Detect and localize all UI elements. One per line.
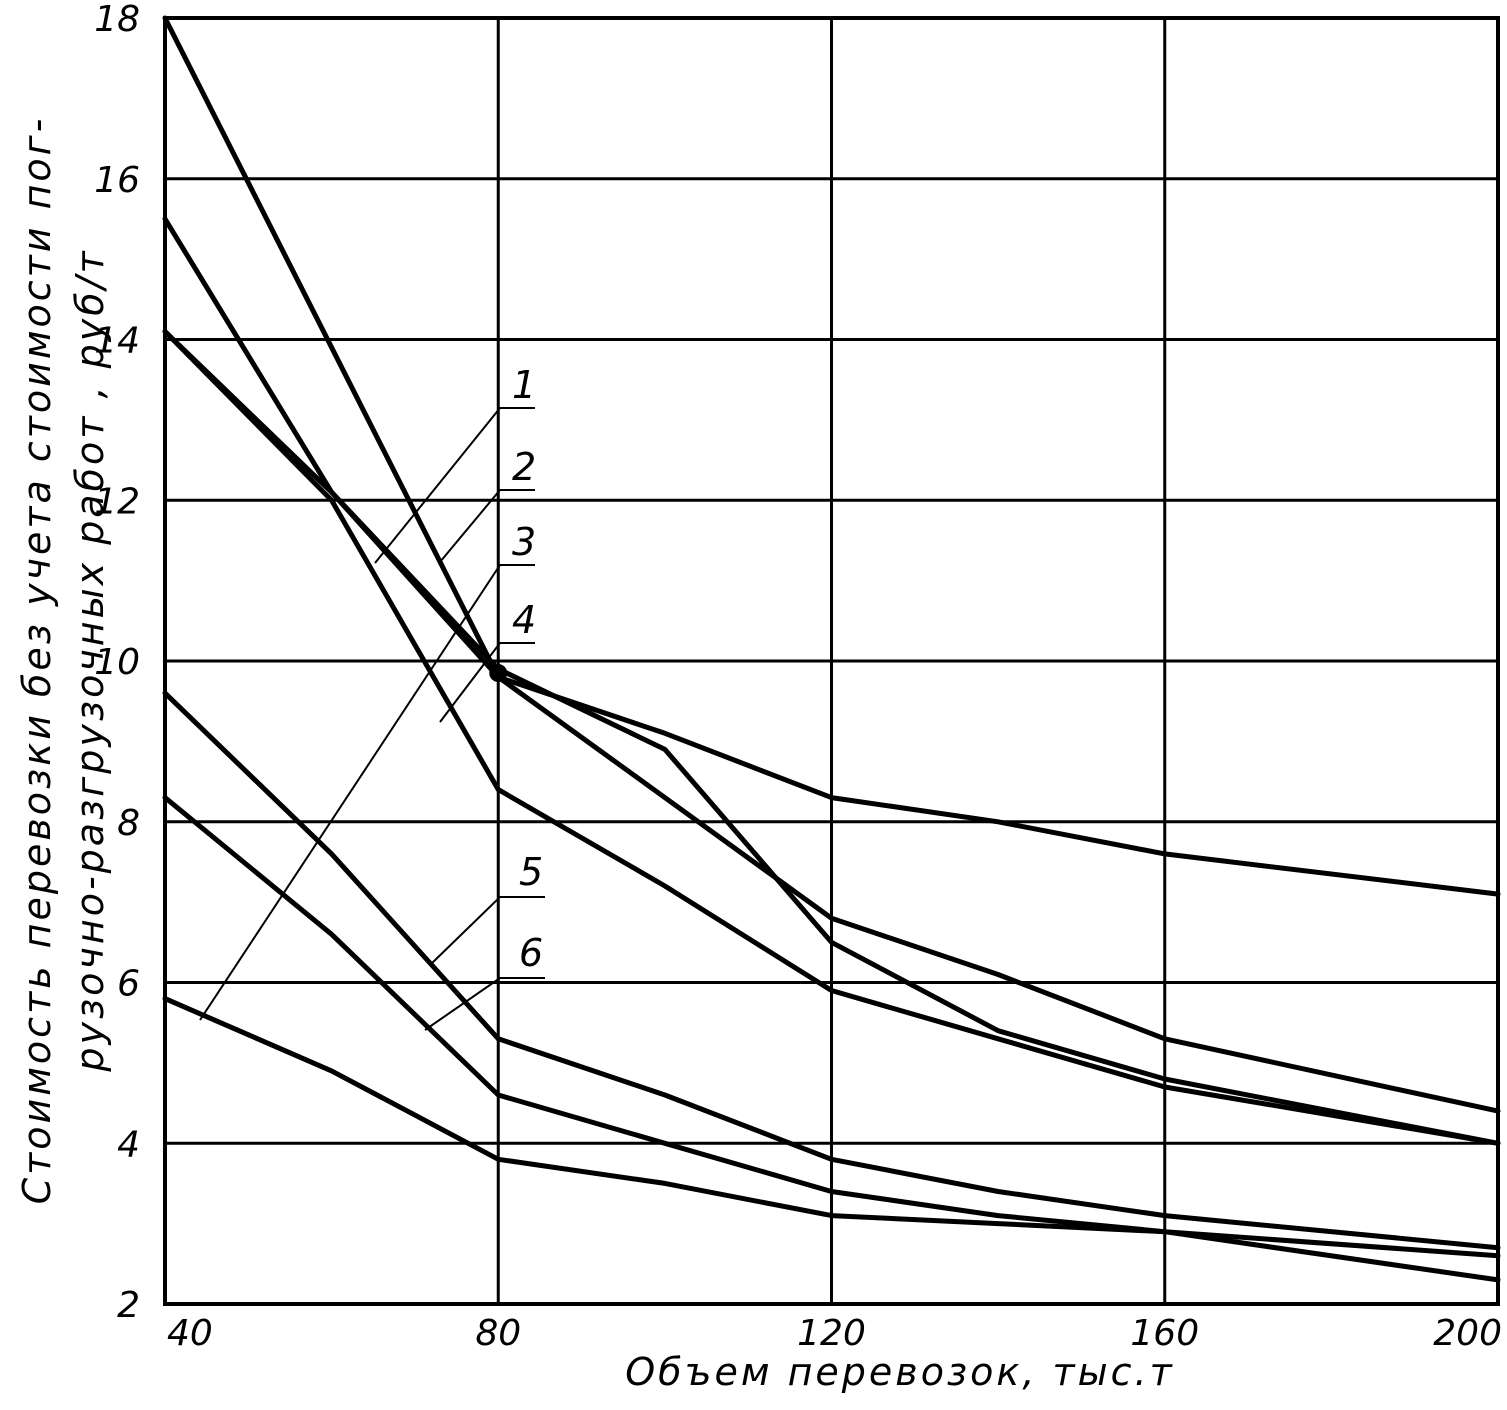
y-axis-title-line-2: рузочно-разгрузочных работ , руб/т bbox=[68, 248, 112, 1072]
x-axis-title: Объем перевозок, тыс.т bbox=[625, 1350, 1175, 1394]
x-tick-label: 80 bbox=[475, 1313, 521, 1354]
y-tick-label: 10 bbox=[94, 642, 140, 683]
series-line-5 bbox=[162, 690, 1501, 1251]
x-tick-labels: 40 80 120 160 200 bbox=[167, 1313, 1502, 1354]
curve-labels: 1 2 3 4 5 6 bbox=[512, 363, 543, 975]
curve-label-3: 3 bbox=[512, 520, 536, 564]
intersection-point bbox=[489, 664, 508, 683]
y-tick-label: 6 bbox=[117, 964, 140, 1005]
y-tick-label: 14 bbox=[94, 321, 140, 362]
x-tick-label: 200 bbox=[1433, 1313, 1502, 1354]
curve-label-6: 6 bbox=[519, 931, 543, 975]
curve-label-2: 2 bbox=[512, 445, 536, 489]
series-line-unlabeled bbox=[162, 996, 1501, 1283]
leader-line-5 bbox=[429, 896, 545, 966]
y-tick-label: 2 bbox=[117, 1285, 140, 1326]
y-tick-label: 8 bbox=[117, 803, 140, 844]
y-tick-labels: 2 4 6 8 10 12 14 16 18 bbox=[94, 0, 140, 1326]
leader-line-6 bbox=[424, 977, 545, 1031]
curve-label-4: 4 bbox=[512, 598, 536, 642]
leader-line-1 bbox=[374, 407, 535, 564]
x-tick-label: 160 bbox=[1130, 1313, 1199, 1354]
curve-label-1: 1 bbox=[512, 363, 536, 407]
leader-line-4 bbox=[439, 642, 535, 723]
series-line-3 bbox=[162, 329, 1501, 1146]
y-tick-label: 12 bbox=[94, 481, 140, 522]
series-layer bbox=[162, 15, 1501, 1283]
leader-line-2 bbox=[439, 489, 535, 563]
x-tick-label: 40 bbox=[167, 1313, 213, 1354]
series-line-4 bbox=[162, 329, 1501, 1146]
x-tick-label: 120 bbox=[797, 1313, 866, 1354]
leader-lines bbox=[199, 407, 545, 1031]
leader-line-3 bbox=[199, 564, 535, 1021]
y-tick-label: 18 bbox=[94, 0, 140, 40]
y-tick-label: 16 bbox=[94, 160, 140, 201]
y-tick-label: 4 bbox=[117, 1124, 140, 1165]
curve-label-5: 5 bbox=[519, 850, 543, 894]
y-axis-title-line-1: Стоимость перевозки без учета стоимости … bbox=[15, 116, 59, 1205]
plot-frame bbox=[163, 16, 1500, 1306]
